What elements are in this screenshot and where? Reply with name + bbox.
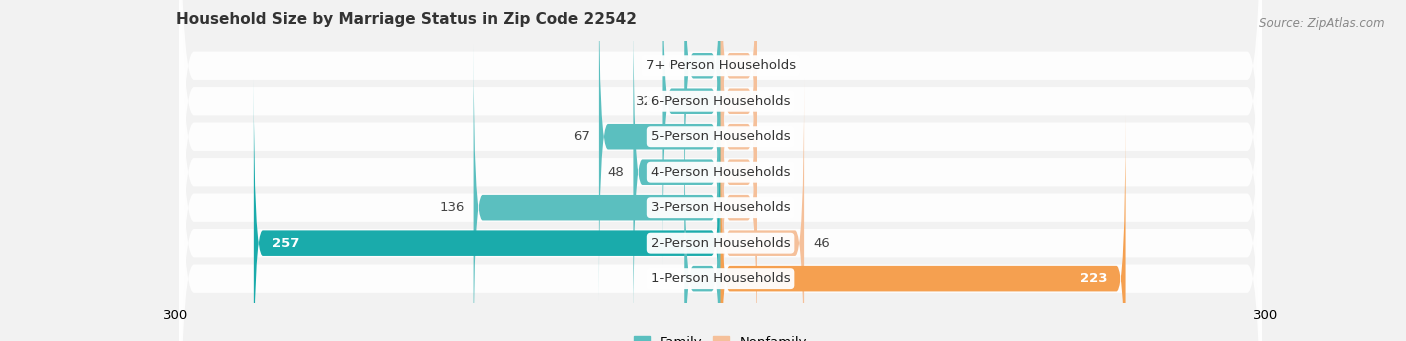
Text: 5-Person Households: 5-Person Households [651,130,790,143]
FancyBboxPatch shape [254,78,721,341]
Text: 0: 0 [766,59,775,72]
FancyBboxPatch shape [633,8,721,337]
Text: 46: 46 [813,237,830,250]
Text: 3-Person Households: 3-Person Households [651,201,790,214]
Text: 0: 0 [766,201,775,214]
FancyBboxPatch shape [662,0,721,266]
FancyBboxPatch shape [721,0,756,231]
FancyBboxPatch shape [685,114,721,341]
FancyBboxPatch shape [474,43,721,341]
FancyBboxPatch shape [721,43,756,341]
FancyBboxPatch shape [721,0,756,266]
FancyBboxPatch shape [180,9,1261,341]
Text: 6-Person Households: 6-Person Households [651,95,790,108]
Text: 0: 0 [666,59,675,72]
Text: 4-Person Households: 4-Person Households [651,166,790,179]
Text: 0: 0 [666,272,675,285]
Text: 0: 0 [766,166,775,179]
Text: Source: ZipAtlas.com: Source: ZipAtlas.com [1260,17,1385,30]
FancyBboxPatch shape [180,0,1261,341]
Text: 0: 0 [766,95,775,108]
Legend: Family, Nonfamily: Family, Nonfamily [628,331,813,341]
FancyBboxPatch shape [721,114,1126,341]
Text: 67: 67 [572,130,591,143]
FancyBboxPatch shape [599,0,721,301]
FancyBboxPatch shape [180,0,1261,341]
FancyBboxPatch shape [180,0,1261,341]
Text: 136: 136 [439,201,464,214]
FancyBboxPatch shape [180,0,1261,341]
FancyBboxPatch shape [685,0,721,231]
Text: 48: 48 [607,166,624,179]
Text: Household Size by Marriage Status in Zip Code 22542: Household Size by Marriage Status in Zip… [176,12,637,27]
FancyBboxPatch shape [721,0,756,301]
Text: 0: 0 [766,130,775,143]
Text: 223: 223 [1080,272,1108,285]
FancyBboxPatch shape [180,0,1261,341]
FancyBboxPatch shape [721,8,756,337]
Text: 7+ Person Households: 7+ Person Households [645,59,796,72]
FancyBboxPatch shape [180,0,1261,336]
Text: 1-Person Households: 1-Person Households [651,272,790,285]
Text: 2-Person Households: 2-Person Households [651,237,790,250]
Text: 32: 32 [637,95,654,108]
Text: 257: 257 [271,237,299,250]
FancyBboxPatch shape [721,78,804,341]
